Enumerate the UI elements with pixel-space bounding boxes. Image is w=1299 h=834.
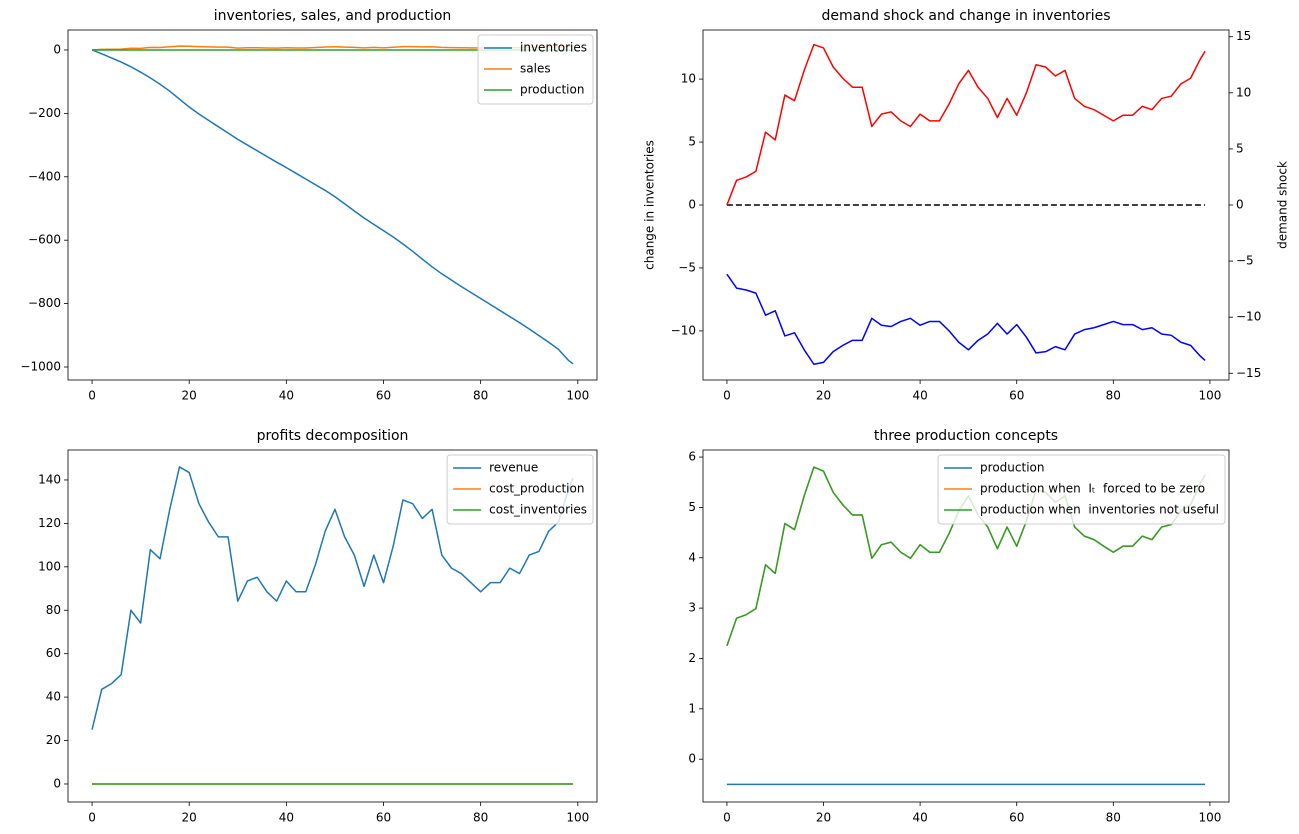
y-tick-label: 20 bbox=[46, 733, 61, 747]
legend-label: cost_production bbox=[489, 482, 584, 496]
legend-label: cost_inventories bbox=[489, 503, 587, 517]
legend-box bbox=[937, 454, 1226, 525]
x-tick-label: 20 bbox=[182, 389, 197, 403]
y-tick-label: −600 bbox=[28, 233, 61, 247]
axes-frame bbox=[67, 29, 598, 381]
y-tick-label: 0 bbox=[53, 776, 61, 790]
legend-label: inventories bbox=[520, 41, 587, 55]
y-tick-label: −5 bbox=[678, 260, 696, 274]
y-tick-label: 6 bbox=[688, 450, 696, 464]
legend-label: sales bbox=[520, 62, 551, 76]
x-tick-label: 100 bbox=[566, 389, 589, 403]
y-tick-label: −10 bbox=[671, 323, 696, 337]
legend: inventories sales production bbox=[477, 34, 594, 105]
axes-frame bbox=[702, 449, 1230, 803]
subplot-title: demand shock and change in inventories bbox=[821, 8, 1110, 24]
x-tick-label: 0 bbox=[88, 811, 96, 825]
x-tick-label: 0 bbox=[88, 389, 96, 403]
legend-box bbox=[446, 454, 594, 525]
x-tick-label: 20 bbox=[816, 389, 831, 403]
legend-label: revenue bbox=[489, 461, 538, 475]
axes-frame bbox=[67, 449, 598, 803]
y2-tick-label: 5 bbox=[1236, 141, 1244, 155]
x-tick-label: 80 bbox=[473, 389, 488, 403]
legend-label: production bbox=[520, 83, 584, 97]
y-tick-label: 60 bbox=[46, 646, 61, 660]
x-tick-label: 80 bbox=[473, 811, 488, 825]
y-tick-label: 1 bbox=[688, 701, 696, 715]
x-tick-label: 80 bbox=[1106, 389, 1121, 403]
legend-label: production bbox=[980, 461, 1044, 475]
y-tick-label: 140 bbox=[38, 472, 61, 486]
y2-tick-label: −10 bbox=[1236, 310, 1261, 324]
y-tick-label: 40 bbox=[46, 690, 61, 704]
x-tick-label: 60 bbox=[376, 811, 391, 825]
y2-tick-label: −5 bbox=[1236, 254, 1254, 268]
y-tick-label: 0 bbox=[688, 198, 696, 212]
y-tick-label: 2 bbox=[688, 651, 696, 665]
x-tick-label: 20 bbox=[182, 811, 197, 825]
x-tick-label: 0 bbox=[723, 389, 731, 403]
x-tick-label: 40 bbox=[912, 389, 927, 403]
y2-tick-label: 10 bbox=[1236, 85, 1251, 99]
x-tick-label: 40 bbox=[279, 811, 294, 825]
y-tick-label: 5 bbox=[688, 135, 696, 149]
x-tick-label: 60 bbox=[376, 389, 391, 403]
x-tick-label: 100 bbox=[1198, 389, 1221, 403]
y2-tick-label: 0 bbox=[1236, 198, 1244, 212]
axes-frame bbox=[702, 29, 1230, 381]
y-tick-label: −800 bbox=[28, 296, 61, 310]
legend: revenue cost_production cost_inventories bbox=[446, 454, 594, 525]
y-tick-label: 0 bbox=[53, 42, 61, 56]
y-tick-label: 80 bbox=[46, 603, 61, 617]
series-line bbox=[726, 273, 1206, 366]
x-tick-label: 100 bbox=[566, 811, 589, 825]
y-tick-label: −400 bbox=[28, 169, 61, 183]
x-tick-label: 100 bbox=[1198, 811, 1221, 825]
y2-tick-label: −15 bbox=[1236, 366, 1261, 380]
legend-box bbox=[477, 34, 594, 105]
y-tick-label: −200 bbox=[28, 106, 61, 120]
series-line bbox=[91, 49, 574, 365]
x-tick-label: 60 bbox=[1009, 811, 1024, 825]
y2-axis-label: demand shock bbox=[1276, 161, 1290, 249]
y-tick-label: 5 bbox=[688, 500, 696, 514]
x-tick-label: 40 bbox=[279, 389, 294, 403]
y-axis-label: change in inventories bbox=[643, 140, 657, 270]
y-tick-label: 10 bbox=[681, 72, 696, 86]
x-tick-label: 20 bbox=[816, 811, 831, 825]
y-tick-label: 4 bbox=[688, 550, 696, 564]
y-tick-label: 100 bbox=[38, 559, 61, 573]
legend-label: production when Iₜ forced to be zero bbox=[980, 482, 1205, 496]
y-tick-label: 0 bbox=[688, 752, 696, 766]
legend: production production when Iₜ forced to b… bbox=[937, 454, 1226, 525]
y-tick-label: −1000 bbox=[20, 360, 61, 374]
y-tick-label: 3 bbox=[688, 601, 696, 615]
x-tick-label: 40 bbox=[912, 811, 927, 825]
x-tick-label: 80 bbox=[1106, 811, 1121, 825]
x-tick-label: 0 bbox=[723, 811, 731, 825]
x-tick-label: 60 bbox=[1009, 389, 1024, 403]
series-line bbox=[91, 466, 574, 730]
subplot-title: three production concepts bbox=[874, 428, 1058, 444]
subplot-title: profits decomposition bbox=[257, 428, 409, 444]
y-tick-label: 120 bbox=[38, 516, 61, 530]
y2-tick-label: 15 bbox=[1236, 29, 1251, 43]
subplot-title: inventories, sales, and production bbox=[214, 8, 452, 24]
legend-label: production when inventories not useful bbox=[980, 503, 1219, 517]
series-line bbox=[726, 43, 1206, 206]
